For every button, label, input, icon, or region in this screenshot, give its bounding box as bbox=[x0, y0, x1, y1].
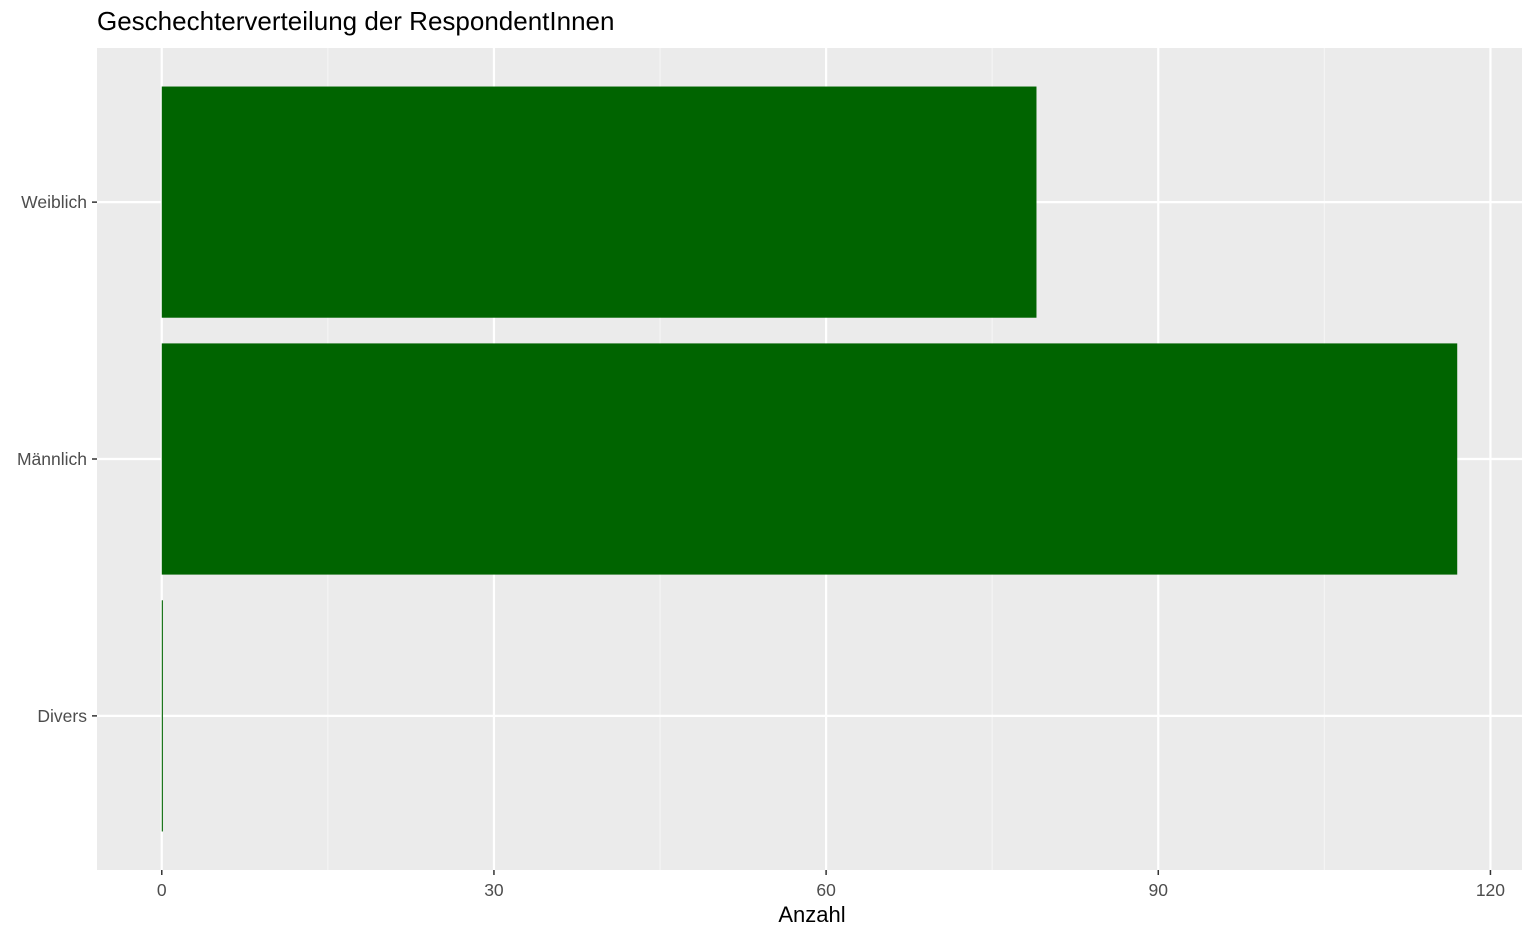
x-tick-label: 0 bbox=[157, 880, 167, 900]
x-tick-label: 90 bbox=[1149, 880, 1169, 900]
x-tick-label: 30 bbox=[484, 880, 504, 900]
y-tick-label: Divers bbox=[37, 706, 87, 726]
bar-divers bbox=[161, 600, 163, 832]
x-axis-title: Anzahl bbox=[778, 902, 845, 927]
y-tick-label: Weiblich bbox=[21, 192, 87, 212]
x-tick-label: 60 bbox=[816, 880, 836, 900]
bar-weiblich bbox=[161, 86, 1037, 318]
bar-m-nnlich bbox=[161, 343, 1458, 575]
x-tick-label: 120 bbox=[1476, 880, 1505, 900]
y-axis: Divers Männlich Weiblich bbox=[17, 192, 97, 726]
bars bbox=[161, 86, 1458, 832]
chart-title: Geschechterverteilung der RespondentInne… bbox=[97, 6, 614, 36]
x-axis: 0 30 60 90 120 bbox=[157, 870, 1505, 900]
y-tick-label: Männlich bbox=[17, 449, 87, 469]
